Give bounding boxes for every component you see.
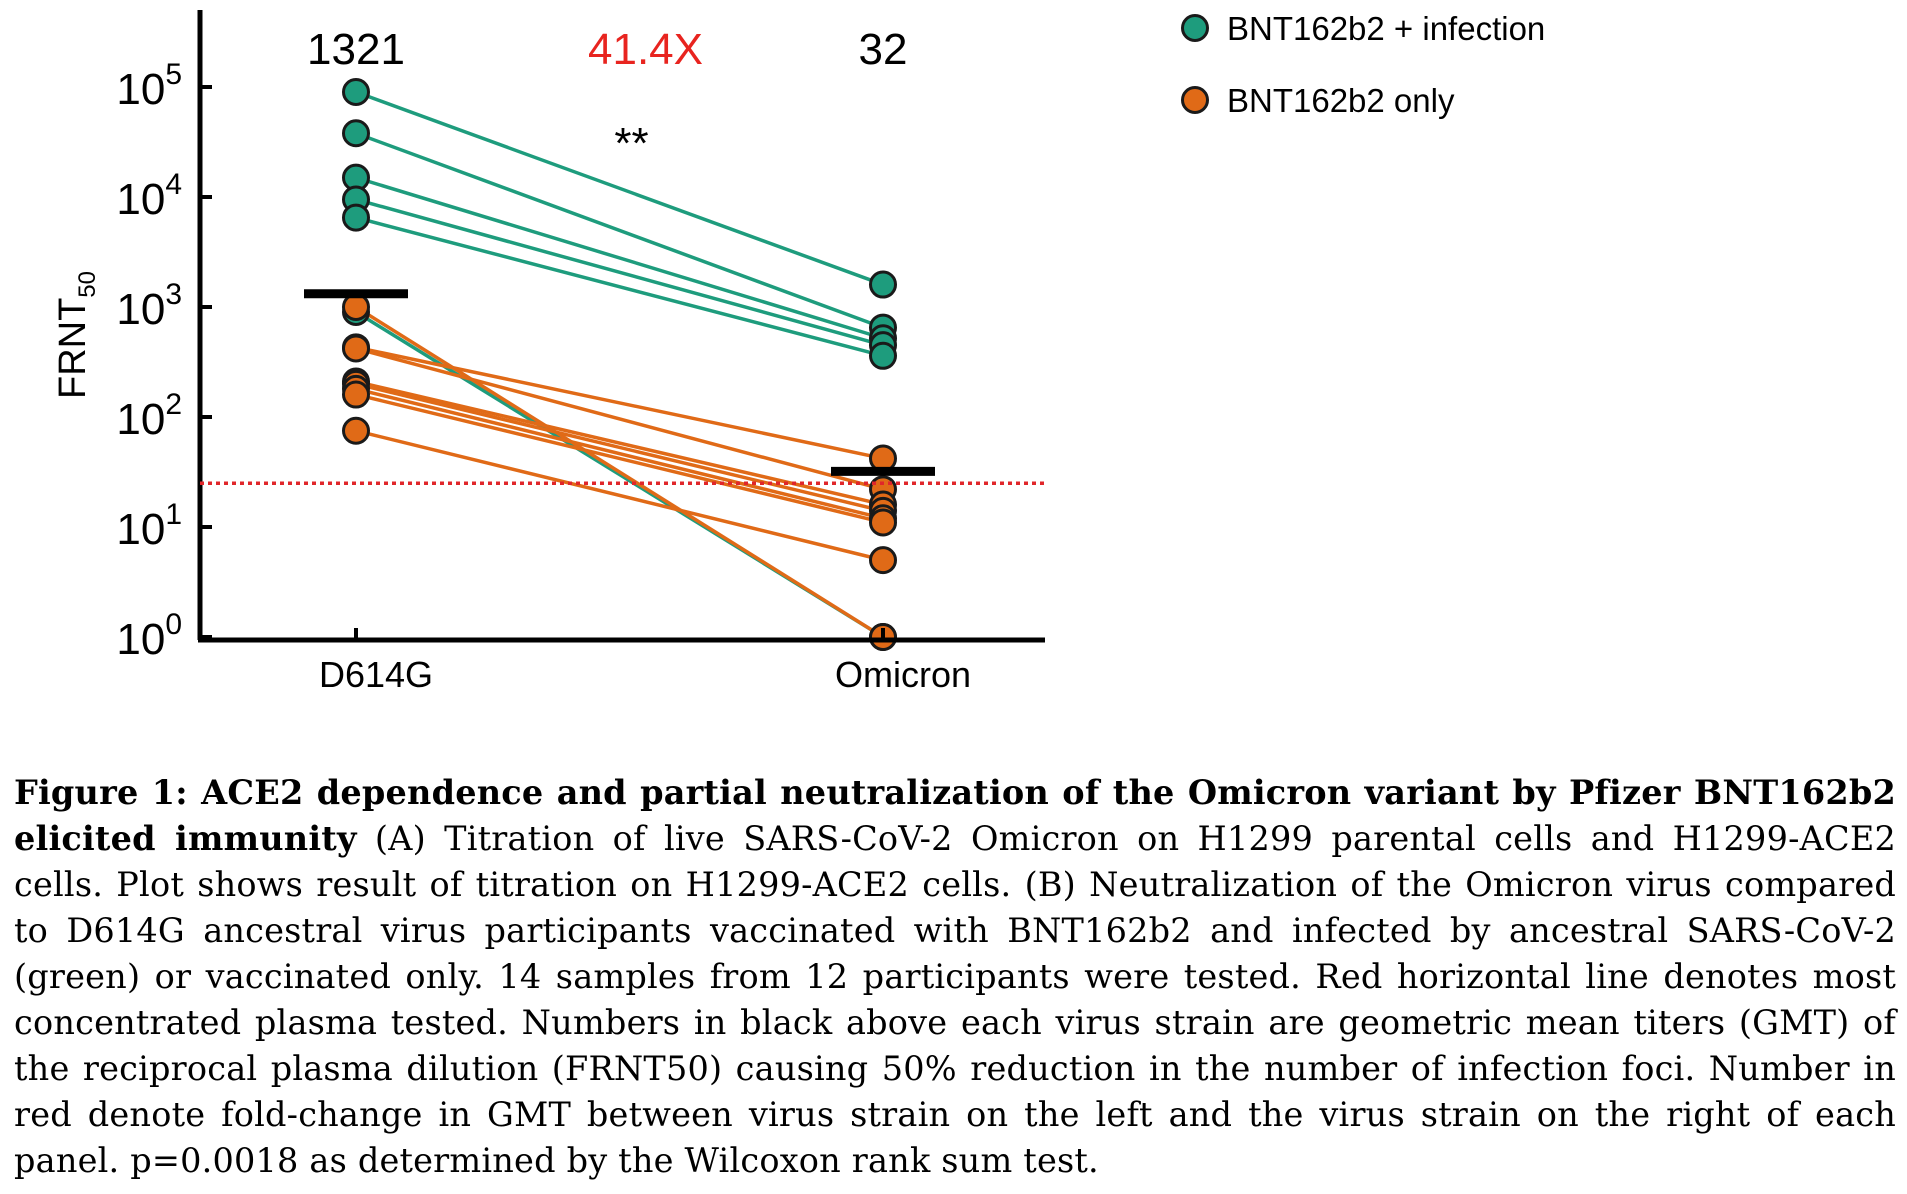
pair-line <box>355 131 884 330</box>
data-point <box>342 416 370 445</box>
y-axis-title: FRNT50 <box>52 271 101 399</box>
frnt50-scatter-chart: 100 101 102 103 104 105 D614G Omicron FRNT50 1321… <box>52 10 1545 695</box>
significance-label: ** <box>614 119 648 168</box>
pair-line <box>355 346 884 492</box>
data-point <box>342 380 370 409</box>
legend-label: BNT162b2 + infection <box>1227 10 1545 47</box>
gmt-label: 1321 <box>307 25 405 74</box>
y-tick-label: 105 <box>116 58 182 114</box>
figure-caption: Figure 1: ACE2 dependence and partial ne… <box>14 770 1896 1184</box>
pair-line <box>355 387 884 520</box>
legend-marker <box>1181 14 1209 42</box>
pair-line <box>355 175 884 340</box>
data-point <box>869 270 897 299</box>
data-point <box>342 334 370 363</box>
legend-label: BNT162b2 only <box>1227 82 1455 119</box>
pair-line <box>355 90 884 287</box>
pair-line <box>355 392 884 525</box>
y-tick-label: 102 <box>116 388 182 444</box>
y-tick-label: 100 <box>116 608 182 664</box>
x-tick-label: Omicron <box>835 654 971 695</box>
pair-line <box>355 197 884 347</box>
pair-line <box>355 345 884 461</box>
data-point <box>342 293 370 321</box>
caption-body: (A) Titration of live SARS-CoV-2 Omicron… <box>14 819 1896 1180</box>
caption-title: Figure 1: ACE2 dependence and partial ne… <box>14 773 1896 858</box>
y-tick-label: 104 <box>116 168 182 224</box>
data-point <box>869 341 897 370</box>
y-tick-label: 101 <box>116 498 182 554</box>
fold-change-label: 41.4X <box>588 25 703 74</box>
gmt-label: 32 <box>859 25 908 74</box>
data-point <box>342 203 370 232</box>
data-point <box>869 508 897 537</box>
pair-line <box>355 382 884 513</box>
pair-line <box>355 215 884 358</box>
x-tick-label: D614G <box>319 654 433 695</box>
pair-line <box>355 305 884 639</box>
data-point <box>342 78 370 107</box>
legend-marker <box>1181 86 1209 114</box>
pair-line <box>355 429 884 562</box>
y-tick-label: 103 <box>116 278 182 334</box>
data-point <box>342 119 370 148</box>
data-point <box>869 546 897 575</box>
figure-panel: 100 101 102 103 104 105 D614G Omicron FRNT50 1321… <box>52 10 1545 695</box>
